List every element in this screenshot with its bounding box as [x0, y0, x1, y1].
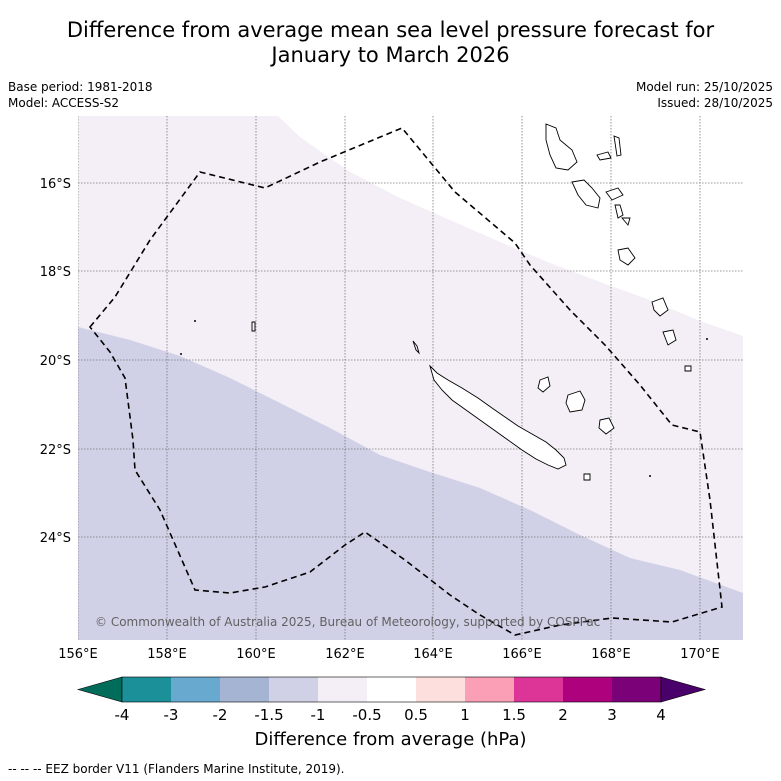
colorbar-bin — [563, 677, 612, 702]
chart-title: Difference from average mean sea level p… — [0, 18, 781, 68]
colorbar-tick-labels: -4 -3 -2 -1.5 -1 -0.5 0.5 1 1.5 2 3 4 — [115, 706, 666, 724]
meta-right: Model run: 25/10/2025 Issued: 28/10/2025 — [636, 79, 773, 111]
colorbar-tick: 1 — [460, 706, 470, 724]
belep-island — [412, 340, 420, 355]
lat-tick: 18°S — [40, 265, 71, 280]
loyalty-island-mare — [598, 417, 615, 435]
lon-tick: 170°E — [680, 647, 720, 662]
colorbar-bin — [514, 677, 563, 702]
lat-tick-labels: 16°S 18°S 20°S 22°S 24°S — [40, 177, 71, 546]
colorbar-bin — [612, 677, 661, 702]
reef-dot-3 — [649, 475, 651, 477]
colorbar-tick: 2 — [558, 706, 568, 724]
copyright-notice: © Commonwealth of Australia 2025, Bureau… — [95, 615, 600, 629]
reef-dot-4 — [706, 338, 708, 340]
colorbar-tick: 4 — [656, 706, 666, 724]
lat-tick: 16°S — [40, 177, 71, 192]
colorbar — [76, 676, 707, 703]
base-period: Base period: 1981-2018 — [8, 80, 153, 94]
model-name: Model: ACCESS-S2 — [8, 96, 120, 110]
colorbar-bin — [465, 677, 514, 702]
eez-border — [88, 127, 723, 636]
lon-tick: 168°E — [591, 647, 631, 662]
vanuatu-islands — [545, 123, 692, 372]
colorbar-bin — [122, 677, 171, 702]
new-caledonia-island — [429, 364, 567, 470]
colorbar-tick: 3 — [607, 706, 617, 724]
colorbar-bin — [367, 677, 416, 702]
lon-tick: 160°E — [236, 647, 276, 662]
title-line-1: Difference from average mean sea level p… — [66, 18, 715, 42]
reef-dot-2 — [180, 353, 182, 355]
lon-tick: 166°E — [502, 647, 542, 662]
isle-of-pines — [583, 473, 591, 481]
lat-tick: 20°S — [40, 354, 71, 369]
colorbar-tick: 1.5 — [502, 706, 526, 724]
lon-tick-labels: 156°E 158°E 160°E 162°E 164°E 166°E 168°… — [58, 647, 720, 662]
anomaly-band-neg15-to-neg1 — [78, 327, 743, 640]
colorbar-bin — [171, 677, 220, 702]
colorbar-bin — [269, 677, 318, 702]
lat-tick: 22°S — [40, 443, 71, 458]
colorbar-bin — [318, 677, 367, 702]
colorbar-tick: 0.5 — [404, 706, 428, 724]
colorbar-label: Difference from average (hPa) — [254, 729, 527, 750]
small-islet-west — [251, 321, 256, 332]
colorbar-tick: -2 — [213, 706, 228, 724]
colorbar-extend-low — [76, 676, 123, 703]
map-area: © Commonwealth of Australia 2025, Bureau… — [78, 116, 743, 640]
colorbar-outline — [121, 676, 662, 703]
colorbar-tick: -1 — [311, 706, 326, 724]
loyalty-island-ouvea — [537, 376, 551, 393]
loyalty-island-lifou — [565, 390, 586, 413]
colorbar-tick: -3 — [164, 706, 179, 724]
colorbar-extend-high — [660, 676, 707, 703]
lon-tick: 164°E — [413, 647, 453, 662]
lat-tick: 24°S — [40, 531, 71, 546]
colorbar-tick: -0.5 — [352, 706, 381, 724]
eez-footnote: -- -- -- EEZ border V11 (Flanders Marine… — [8, 762, 345, 776]
meta-left: Base period: 1981-2018 Model: ACCESS-S2 — [8, 79, 153, 111]
anomaly-band-near-zero — [278, 116, 743, 336]
title-line-2: January to March 2026 — [271, 43, 510, 67]
colorbar-bin — [416, 677, 465, 702]
issued-date: Issued: 28/10/2025 — [657, 96, 773, 110]
reef-dot-1 — [194, 320, 196, 322]
lon-tick: 156°E — [58, 647, 98, 662]
model-run-date: Model run: 25/10/2025 — [635, 80, 773, 94]
colorbar-tick: -1.5 — [254, 706, 283, 724]
colorbar-bin — [220, 677, 269, 702]
lon-tick: 162°E — [325, 647, 365, 662]
colorbar-tick: -4 — [115, 706, 130, 724]
lon-tick: 158°E — [147, 647, 187, 662]
